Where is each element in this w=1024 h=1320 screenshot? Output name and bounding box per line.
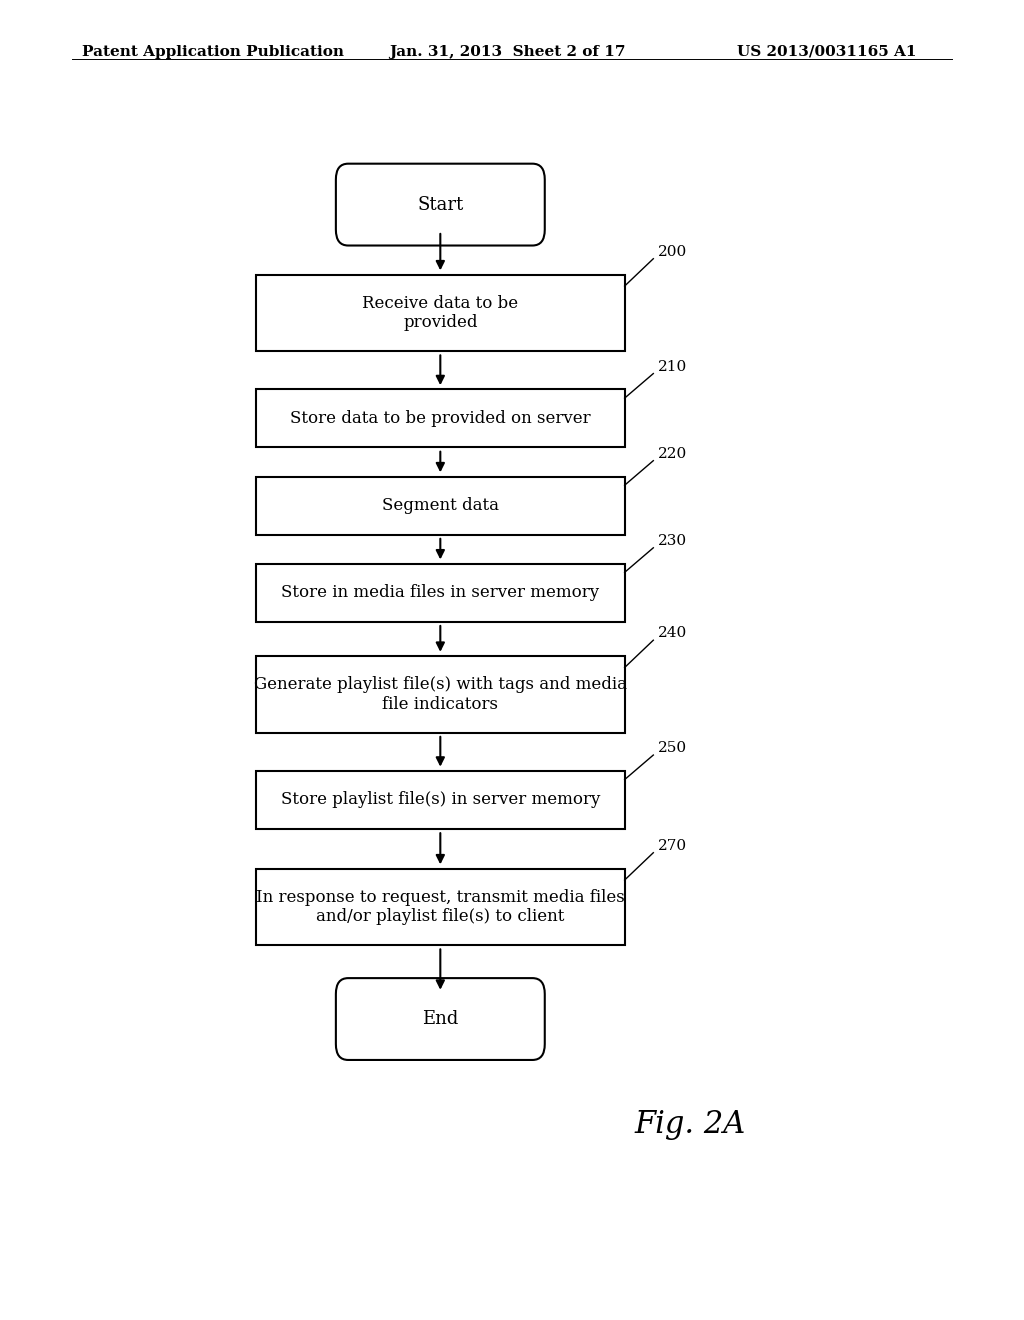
- Text: Patent Application Publication: Patent Application Publication: [82, 45, 344, 59]
- Text: US 2013/0031165 A1: US 2013/0031165 A1: [737, 45, 916, 59]
- Text: 200: 200: [658, 244, 688, 259]
- FancyBboxPatch shape: [256, 275, 625, 351]
- Text: 270: 270: [658, 838, 687, 853]
- Text: 250: 250: [658, 741, 687, 755]
- FancyBboxPatch shape: [256, 771, 625, 829]
- Text: Generate playlist file(s) with tags and media
file indicators: Generate playlist file(s) with tags and …: [254, 676, 627, 713]
- Text: 240: 240: [658, 626, 688, 640]
- Text: Receive data to be
provided: Receive data to be provided: [362, 294, 518, 331]
- Text: Store data to be provided on server: Store data to be provided on server: [290, 411, 591, 426]
- FancyBboxPatch shape: [256, 656, 625, 733]
- FancyBboxPatch shape: [256, 389, 625, 447]
- Text: Jan. 31, 2013  Sheet 2 of 17: Jan. 31, 2013 Sheet 2 of 17: [389, 45, 626, 59]
- Text: Store in media files in server memory: Store in media files in server memory: [282, 585, 599, 601]
- Text: End: End: [422, 1010, 459, 1028]
- Text: Start: Start: [417, 195, 464, 214]
- Text: Fig. 2A: Fig. 2A: [635, 1109, 746, 1140]
- FancyBboxPatch shape: [336, 978, 545, 1060]
- Text: 220: 220: [658, 446, 688, 461]
- Text: 210: 210: [658, 359, 688, 374]
- FancyBboxPatch shape: [336, 164, 545, 246]
- Text: Segment data: Segment data: [382, 498, 499, 513]
- Text: 230: 230: [658, 533, 687, 548]
- Text: In response to request, transmit media files
and/or playlist file(s) to client: In response to request, transmit media f…: [256, 888, 625, 925]
- FancyBboxPatch shape: [256, 564, 625, 622]
- Text: Store playlist file(s) in server memory: Store playlist file(s) in server memory: [281, 792, 600, 808]
- FancyBboxPatch shape: [256, 477, 625, 535]
- FancyBboxPatch shape: [256, 869, 625, 945]
